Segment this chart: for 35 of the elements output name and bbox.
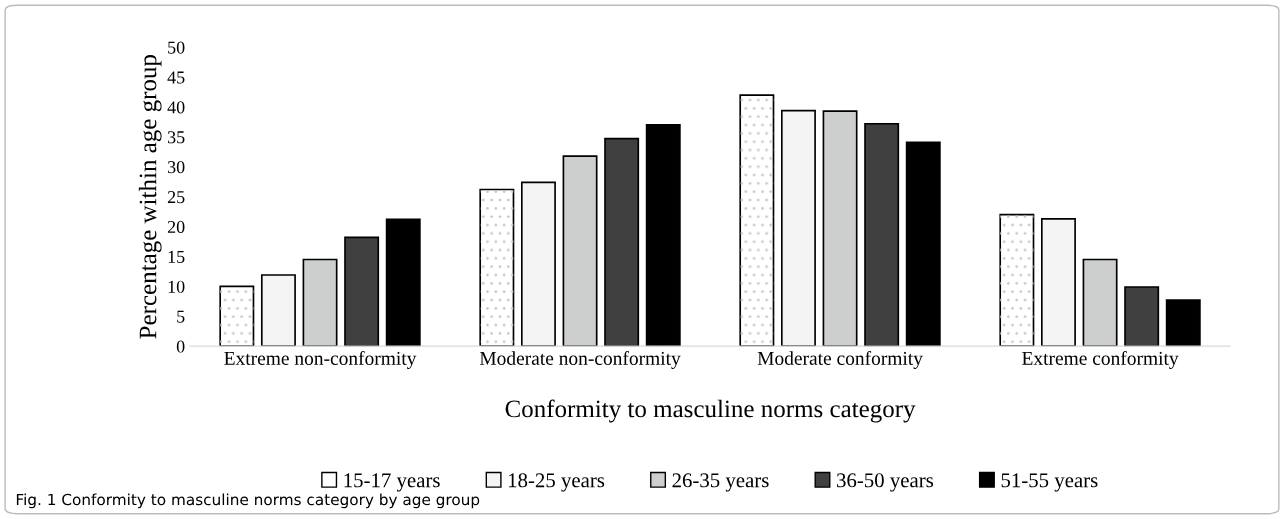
x-tick-label: Extreme non-conformity [224, 351, 417, 369]
y-tick-label: 35 [167, 131, 185, 144]
y-tick-label: 25 [167, 191, 185, 204]
y-tick-label: 20 [167, 220, 185, 234]
legend-label: 51-55 years [1001, 473, 1098, 492]
y-axis-title: Percentage within age group [138, 55, 162, 339]
y-tick-label: 5 [177, 310, 185, 323]
x-tick-label: Moderate conformity [757, 351, 923, 369]
y-tick-label: 10 [168, 280, 185, 293]
x-tick-label: Moderate non-conformity [479, 351, 681, 369]
bar [905, 141, 941, 347]
bar [604, 137, 640, 347]
x-tick-label: Extreme conformity [1022, 351, 1179, 369]
bar [645, 124, 681, 347]
bar [780, 109, 816, 347]
bar [1040, 217, 1076, 347]
legend-label: 18-25 years [508, 473, 605, 492]
y-tick-label: 50 [168, 41, 185, 54]
y-tick-label: 0 [176, 340, 185, 353]
y-tick-label: 30 [167, 161, 185, 174]
bar [520, 181, 556, 347]
legend-label: 15-17 years [344, 473, 440, 492]
bar [344, 236, 380, 347]
bar [260, 274, 296, 347]
y-tick-label: 45 [167, 71, 185, 84]
y-tick-label: 40 [167, 101, 185, 114]
bar [1124, 286, 1160, 347]
caption: Fig. 1 Conformity to masculine norms category by age group [16, 493, 480, 509]
legend-label: 26-35 years [672, 473, 769, 492]
y-tick-label: 15 [168, 250, 185, 263]
bar [1165, 299, 1201, 347]
bar [385, 218, 421, 347]
bar [864, 122, 900, 347]
x-axis-title: Conformity to masculine norms category [505, 399, 916, 423]
legend-label: 36-50 years [837, 473, 934, 492]
